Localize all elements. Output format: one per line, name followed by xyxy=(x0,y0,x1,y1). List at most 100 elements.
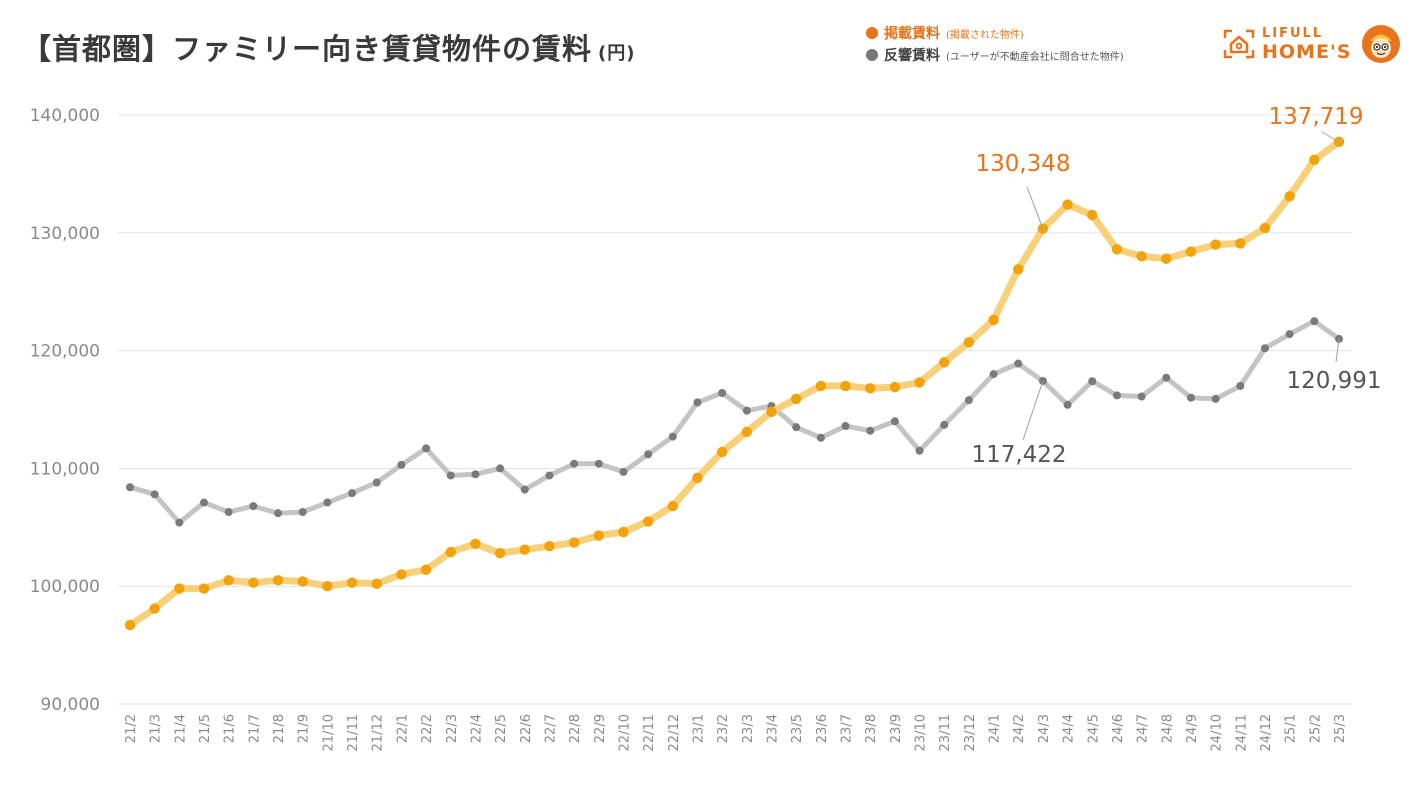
data-point-inquiry xyxy=(1088,377,1097,386)
legend-dot-listing xyxy=(866,27,878,39)
data-point-listing xyxy=(470,538,481,549)
x-tick-label: 22/4 xyxy=(469,714,484,743)
data-point-listing xyxy=(1185,246,1197,257)
x-tick-label: 23/1 xyxy=(691,714,706,743)
mascot-icon xyxy=(1362,25,1400,63)
data-point-inquiry xyxy=(372,478,381,487)
legend-label-listing: 掲載賃料 xyxy=(884,26,940,42)
annotation-label: 137,719 xyxy=(1268,104,1363,130)
annotation-background xyxy=(964,440,1074,468)
legend-sublabel-listing: (掲載された物件) xyxy=(946,29,1024,41)
chart-legend: 掲載賃料 (掲載された物件) 反響賃料 (ユーザーが不動産会社に問合せた物件) xyxy=(866,22,1124,66)
data-point-inquiry xyxy=(249,502,258,511)
chart-title-text: 【首都圏】ファミリー向き賃貸物件の賃料 xyxy=(22,32,593,66)
data-point-inquiry xyxy=(422,444,431,453)
data-point-listing xyxy=(149,603,160,614)
x-tick-label: 23/4 xyxy=(766,714,781,743)
data-point-inquiry xyxy=(200,498,209,507)
x-tick-label: 22/10 xyxy=(617,714,632,751)
data-point-listing xyxy=(914,377,925,388)
data-point-listing xyxy=(692,472,703,484)
data-point-listing xyxy=(1136,251,1147,262)
data-point-listing xyxy=(445,546,456,558)
x-tick-label: 24/2 xyxy=(1012,714,1027,743)
x-tick-label: 24/9 xyxy=(1185,714,1200,743)
data-point-inquiry xyxy=(323,498,332,507)
data-point-inquiry xyxy=(816,433,825,442)
x-tick-label: 23/5 xyxy=(790,714,805,743)
x-tick-label: 23/10 xyxy=(914,714,929,751)
data-point-inquiry xyxy=(1186,393,1195,402)
data-point-inquiry xyxy=(668,432,677,441)
data-point-inquiry xyxy=(471,470,480,479)
legend-sublabel-inquiry: (ユーザーが不動産会社に問合せた物件) xyxy=(946,51,1124,63)
data-point-listing xyxy=(297,576,308,587)
data-point-listing xyxy=(544,540,555,552)
data-point-inquiry xyxy=(298,507,307,516)
data-point-inquiry xyxy=(619,467,628,476)
data-point-inquiry xyxy=(989,370,998,379)
x-tick-label: 21/3 xyxy=(149,714,164,743)
x-tick-label: 22/9 xyxy=(593,714,608,743)
x-tick-label: 21/9 xyxy=(297,714,312,743)
annotation-background xyxy=(1279,366,1389,394)
data-point-listing xyxy=(322,581,333,592)
data-point-inquiry xyxy=(446,471,455,480)
y-tick-label: 90,000 xyxy=(41,695,100,715)
x-tick-label: 24/6 xyxy=(1111,714,1126,743)
house-icon xyxy=(1223,29,1255,59)
data-point-listing xyxy=(420,564,432,575)
data-point-listing xyxy=(766,406,777,418)
data-point-listing xyxy=(667,500,679,512)
legend-dot-inquiry xyxy=(866,49,878,61)
data-point-listing xyxy=(593,530,604,541)
data-point-inquiry xyxy=(964,396,973,405)
x-tick-label: 22/6 xyxy=(519,714,534,743)
series-line-inquiry xyxy=(127,318,1342,526)
data-point-inquiry xyxy=(1137,392,1146,401)
data-point-listing xyxy=(248,577,259,588)
data-point-inquiry xyxy=(644,450,653,459)
data-point-listing xyxy=(865,383,876,394)
data-point-listing xyxy=(1037,223,1049,234)
data-point-inquiry xyxy=(150,490,159,499)
logo-text-homes: HOME'S xyxy=(1262,41,1352,63)
annotation-leader-line xyxy=(1335,338,1340,363)
lifull-homes-logo: LIFULL HOME'S xyxy=(1222,24,1400,66)
data-point-listing xyxy=(939,357,950,368)
x-tick-label: 22/8 xyxy=(568,714,583,743)
data-point-inquiry xyxy=(792,423,801,432)
x-tick-label: 21/6 xyxy=(223,714,238,743)
data-point-listing xyxy=(494,548,506,559)
x-tick-label: 23/11 xyxy=(938,714,953,751)
annotation-leader-line xyxy=(1321,131,1340,143)
x-tick-label: 23/9 xyxy=(889,714,904,743)
x-tick-label: 21/2 xyxy=(124,714,139,743)
data-point-listing xyxy=(889,381,901,393)
data-point-listing xyxy=(1210,239,1221,250)
data-point-listing xyxy=(568,537,580,548)
x-tick-label: 23/8 xyxy=(864,714,879,743)
data-point-listing xyxy=(815,380,827,392)
x-tick-label: 24/4 xyxy=(1062,714,1077,743)
chart-unit: (円) xyxy=(598,43,636,64)
data-point-inquiry xyxy=(1112,391,1121,400)
y-tick-label: 100,000 xyxy=(30,577,100,597)
data-point-listing xyxy=(174,583,185,594)
data-point-inquiry xyxy=(915,446,924,455)
data-point-listing xyxy=(272,575,284,586)
x-tick-label: 24/3 xyxy=(1037,714,1052,743)
x-tick-label: 22/5 xyxy=(494,714,509,743)
x-tick-label: 22/7 xyxy=(543,714,558,743)
chart-title: 【首都圏】ファミリー向き賃貸物件の賃料 (円) xyxy=(22,26,635,68)
data-point-inquiry xyxy=(1310,317,1319,326)
annotation-leader-line xyxy=(1026,186,1044,229)
y-tick-label: 140,000 xyxy=(30,106,100,126)
data-point-listing xyxy=(1309,154,1320,165)
data-point-inquiry xyxy=(126,483,134,492)
x-tick-label: 23/6 xyxy=(815,714,830,743)
x-tick-label: 23/12 xyxy=(963,714,978,751)
x-tick-label: 21/12 xyxy=(371,714,386,751)
annotation-label: 117,422 xyxy=(971,442,1066,468)
y-tick-label: 130,000 xyxy=(30,224,100,244)
